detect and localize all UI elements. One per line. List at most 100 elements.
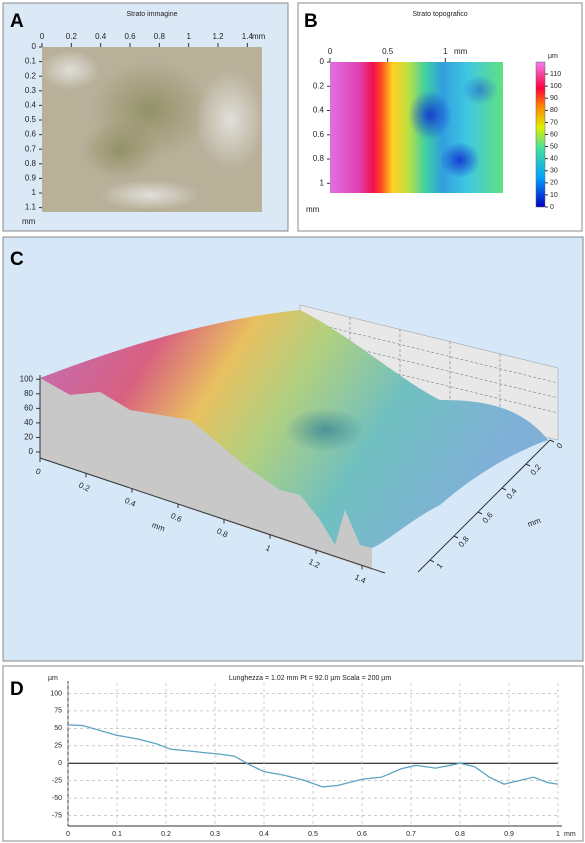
y-tick-label: 0 [555, 441, 565, 451]
tick-mark [549, 439, 555, 443]
tick-mark [453, 535, 459, 539]
y-tick-label: 0.8 [25, 159, 37, 168]
x-unit: mm [252, 32, 266, 41]
chart-title: Lunghezza = 1.02 mm Pt = 92.0 µm Scala =… [229, 675, 392, 682]
surface [40, 304, 559, 570]
colorbar-label: µm [548, 53, 558, 60]
x-tick-label: 1.4 [353, 573, 367, 586]
colorbar-tick-label: 100 [550, 83, 562, 90]
x-tick-label: 1.2 [212, 32, 224, 41]
x-tick-label: 0.5 [308, 831, 318, 838]
z-tick-label: 100 [20, 374, 34, 383]
colorbar-tick-label: 80 [550, 107, 558, 114]
x-tick-label: 0.4 [123, 496, 137, 509]
y-tick-label: 0.7 [25, 144, 37, 153]
x-tick-label: 0.6 [169, 511, 183, 524]
x-tick-label: 1.2 [307, 557, 321, 570]
x-axis [39, 457, 386, 574]
colorbar-tick-label: 110 [550, 71, 561, 78]
colorbar [535, 61, 546, 208]
panel-frame [2, 665, 584, 842]
x-tick-label: 0.6 [357, 831, 367, 838]
y-tick-label: 50 [54, 725, 62, 732]
x-tick-label: 0 [66, 831, 70, 838]
panel-letter: D [10, 679, 24, 700]
y-tick-label: 1 [32, 188, 37, 197]
x-tick-label: 0 [328, 47, 333, 56]
y-tick-label: 0 [32, 42, 37, 51]
x-tick-label: 0.8 [215, 527, 229, 540]
z-tick-label: 20 [24, 433, 33, 442]
x-tick-label: 0.4 [259, 831, 269, 838]
y-axis [417, 439, 551, 573]
panel-title: Strato immagine [127, 11, 178, 18]
y-unit: mm [526, 516, 542, 529]
colorbar-tick-label: 50 [550, 143, 558, 150]
y-tick-label: -25 [52, 778, 62, 785]
y-tick-label: 0.4 [25, 101, 37, 110]
x-tick-label: 0.9 [504, 831, 514, 838]
x-unit: mm [151, 520, 167, 533]
x-tick-label: 0.3 [210, 831, 220, 838]
y-tick-label: 0.6 [25, 130, 37, 139]
x-tick-label: 0.2 [161, 831, 171, 838]
y-tick-label: 0.4 [313, 106, 325, 115]
panel-title: Strato topografico [412, 11, 467, 18]
colorbar-tick-label: 10 [550, 192, 558, 199]
profile-line [67, 724, 559, 788]
x-tick-label: 0.2 [66, 32, 78, 41]
y-tick-label: 0.2 [25, 71, 37, 80]
y-tick-label: -75 [52, 812, 62, 819]
y-tick-label: 1 [435, 561, 445, 571]
colorbar-tick-label: 20 [550, 180, 558, 187]
heatmap [330, 62, 503, 193]
tick-mark [525, 463, 531, 467]
y-tick-label: 0.3 [25, 86, 37, 95]
x-tick-label: 1 [264, 543, 272, 553]
x-tick-label: 0.8 [455, 831, 465, 838]
colorbar-tick-label: 0 [550, 204, 554, 211]
micrograph [40, 47, 265, 212]
y-tick-label: 0.8 [313, 154, 325, 163]
x-tick-label: 0.4 [95, 32, 107, 41]
colorbar-tick-label: 90 [550, 95, 558, 102]
panel-letter: C [10, 249, 24, 270]
y-tick-label: 0.5 [25, 115, 37, 124]
y-tick-label: 0.9 [25, 174, 37, 183]
y-tick-label: 0.6 [313, 130, 325, 139]
x-tick-label: 1 [186, 32, 191, 41]
y-unit: mm [306, 205, 320, 214]
colorbar-tick-label: 70 [550, 119, 558, 126]
x-tick-label: 1.4 [242, 32, 254, 41]
x-tick-label: 0 [40, 32, 45, 41]
y-tick-label: 0 [58, 760, 62, 767]
x-tick-label: 0.5 [382, 47, 394, 56]
tick-mark [429, 559, 435, 563]
y-unit: µm [48, 675, 58, 682]
tick-mark [501, 487, 507, 491]
panel-letter: A [10, 11, 24, 32]
x-tick-label: 0.8 [154, 32, 166, 41]
y-tick-label: 1.1 [25, 203, 37, 212]
z-tick-label: 80 [24, 389, 33, 398]
panel-letter: B [304, 11, 318, 32]
x-unit: mm [454, 47, 468, 56]
colorbar-tick-label: 60 [550, 131, 558, 138]
y-tick-label: 100 [50, 690, 62, 697]
y-tick-label: 0.2 [313, 81, 325, 90]
colorbar-tick-label: 30 [550, 168, 558, 175]
y-tick-label: 0 [320, 57, 325, 66]
y-unit: mm [22, 217, 36, 226]
y-tick-label: 0.1 [25, 57, 37, 66]
x-unit: mm [564, 831, 576, 838]
y-tick-label: -50 [52, 795, 62, 802]
x-tick-label: 0.6 [124, 32, 136, 41]
x-tick-label: 1 [443, 47, 448, 56]
y-tick-label: 75 [54, 708, 62, 715]
z-tick-label: 40 [24, 418, 33, 427]
z-tick-label: 0 [29, 447, 34, 456]
x-tick-label: 0.2 [77, 481, 91, 494]
z-tick-label: 60 [24, 403, 33, 412]
colorbar-tick-label: 40 [550, 156, 558, 163]
